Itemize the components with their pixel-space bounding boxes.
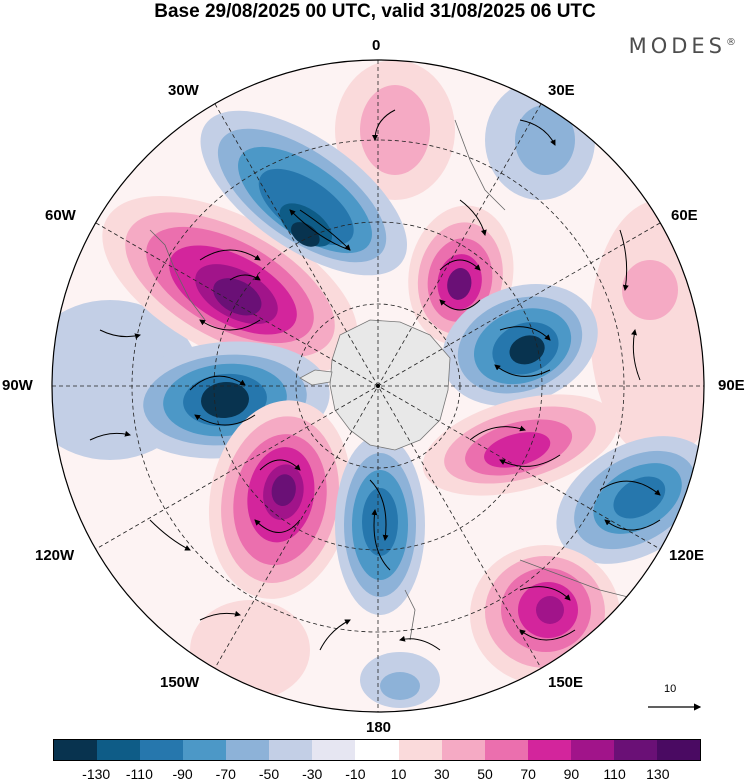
colorbar-ticks: -130 -110 -90 -70 -50 -30 -10 10 30 50 70 90 110 130 <box>53 766 701 782</box>
africa-coast <box>454 119 506 211</box>
colorbar-tick-label: 110 <box>603 766 626 782</box>
colorbar-tick-label: 10 <box>390 766 407 782</box>
colorbar-cell <box>312 740 356 760</box>
wind-arrow <box>289 209 351 251</box>
label-lon-180: 180 <box>366 719 392 736</box>
modes-logo: MODES® <box>629 34 736 58</box>
wind-arrow <box>229 274 261 281</box>
south-pole-marker <box>376 384 380 388</box>
wind-arrow <box>299 209 351 251</box>
label-lon-150e: 150E <box>548 674 584 691</box>
wind-arrow <box>469 425 526 441</box>
wind-arrow <box>189 375 246 391</box>
colorbar-cell <box>527 740 571 760</box>
brand-name: MODES <box>628 34 726 58</box>
wind-arrow <box>199 319 261 331</box>
colorbar-tick-label: -130 <box>82 766 111 782</box>
colorbar-tick-label: 30 <box>434 766 450 782</box>
pos-zone-bottom-left <box>190 600 310 700</box>
colorbar-tick-label: -50 <box>258 766 280 782</box>
label-lon-0: 0 <box>372 37 381 54</box>
wind-arrow <box>199 249 261 261</box>
label-lon-60w: 60W <box>45 207 76 224</box>
south-america-coast <box>149 229 206 321</box>
colorbar-cell <box>97 740 141 760</box>
wind-arrow <box>459 199 487 236</box>
reference-vector-label: 10 <box>664 683 677 695</box>
wind-arrow <box>439 259 481 271</box>
colorbar-cell <box>54 740 98 760</box>
wind-arrow <box>89 430 131 441</box>
colorbar-cell <box>570 740 614 760</box>
colorbar-cell <box>613 740 657 760</box>
registered-mark: ® <box>726 37 736 48</box>
wind-arrow <box>149 519 191 551</box>
wind-arrow <box>499 326 551 341</box>
colorbar-tick-label: -90 <box>172 766 193 782</box>
anomaly-neg-east <box>442 284 598 406</box>
wind-arrow <box>439 299 481 311</box>
label-lon-120w: 120W <box>35 547 75 564</box>
wind-arrow <box>619 229 629 291</box>
neg-core-bottom <box>380 672 420 700</box>
wind-arrow <box>494 364 551 377</box>
wind-arrow <box>369 479 389 541</box>
wind-arrow <box>254 519 301 533</box>
wind-arrow <box>604 519 661 531</box>
colorbar-cell <box>269 740 313 760</box>
label-lon-90w: 90W <box>2 377 33 394</box>
wind-arrow <box>319 619 351 651</box>
wind-arrow <box>519 119 556 146</box>
label-lon-60e: 60E <box>671 207 698 224</box>
wind-arrow <box>194 414 256 426</box>
colorbar-cell <box>140 740 184 760</box>
wind-arrow <box>499 454 561 467</box>
colorbar-cell <box>355 740 399 760</box>
neg-core-ne <box>515 105 575 175</box>
wind-arrow <box>99 329 141 340</box>
label-lon-30w: 30W <box>168 82 199 99</box>
wind-arrow <box>631 329 641 381</box>
label-lon-90e: 90E <box>718 377 745 394</box>
colorbar-tick-label: -30 <box>302 766 323 782</box>
wind-arrow <box>519 629 576 641</box>
wind-vectors <box>89 109 661 651</box>
colorbar-cell <box>441 740 485 760</box>
colorbar-tick-label: -10 <box>345 766 366 782</box>
label-lon-120e: 120E <box>669 547 705 564</box>
colorbar-cell <box>398 740 442 760</box>
anomaly-neg-north <box>200 110 408 276</box>
colorbar-tick-label: 90 <box>563 766 580 782</box>
anomaly-pos-south-east <box>470 545 620 685</box>
colorbar-tick-label: -70 <box>215 766 236 782</box>
wind-arrow <box>519 586 571 601</box>
colorbar <box>53 739 701 761</box>
map-title: Base 29/08/2025 00 UTC, valid 31/08/2025… <box>154 1 596 22</box>
label-lon-150w: 150W <box>160 674 200 691</box>
colorbar-cell <box>183 740 227 760</box>
wind-arrow <box>399 635 441 651</box>
colorbar-cell <box>656 740 700 760</box>
label-lon-30e: 30E <box>548 82 575 99</box>
antarctica-landmass <box>329 319 451 451</box>
wind-arrow <box>371 509 391 571</box>
colorbar-tick-label: 70 <box>520 766 536 782</box>
colorbar-tick-label: 50 <box>477 766 493 782</box>
wind-arrow <box>259 459 301 471</box>
anomaly-neg-south <box>335 435 425 615</box>
wind-arrow <box>199 610 241 621</box>
colorbar-tick-label: 130 <box>646 766 670 782</box>
wind-arrow <box>599 480 661 496</box>
pos-core-north <box>360 85 430 175</box>
anomaly-pos-se <box>422 394 618 496</box>
colorbar-cell <box>484 740 528 760</box>
wind-arrow <box>372 109 396 141</box>
colorbar-cell <box>226 740 270 760</box>
anomaly-pos-sw <box>208 400 352 599</box>
colorbar-tick-label: -110 <box>125 766 153 782</box>
map-boundary <box>51 59 705 713</box>
pos-core-east <box>622 260 678 320</box>
antarctic-peninsula <box>299 369 333 386</box>
